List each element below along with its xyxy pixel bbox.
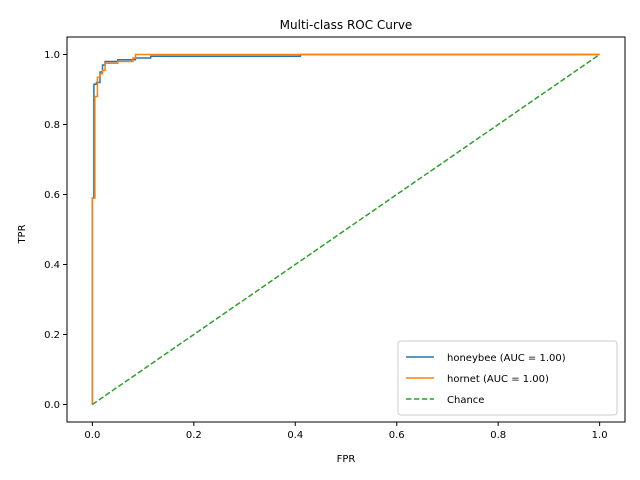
y-tick-label: 0.6	[44, 190, 60, 201]
x-tick-label: 0.4	[287, 430, 303, 441]
legend: honeybee (AUC = 1.00) hornet (AUC = 1.00)…	[397, 340, 618, 416]
x-tick-label: 0.6	[389, 430, 405, 441]
x-tick-label: 1.0	[592, 430, 608, 441]
y-tick-label: 0.8	[44, 120, 60, 131]
plot-lines	[91, 53, 601, 406]
x-tick-label: 0.8	[490, 430, 506, 441]
y-tick-label: 1.0	[44, 50, 60, 61]
legend-entry: Chance	[447, 395, 484, 406]
y-axis-label: TPR	[17, 224, 28, 244]
y-tick-label: 0.4	[44, 260, 60, 271]
y-axis-ticks: 0.0 0.2 0.4 0.6 0.8 1.0	[44, 50, 67, 411]
legend-box	[397, 340, 618, 416]
x-axis-ticks: 0.0 0.2 0.4 0.6 0.8 1.0	[84, 422, 608, 441]
series-line-3	[91, 53, 601, 406]
legend-entry: honeybee (AUC = 1.00)	[447, 353, 566, 364]
chart-title: Multi-class ROC Curve	[280, 18, 413, 32]
x-tick-label: 0.2	[186, 430, 202, 441]
y-tick-label: 0.0	[44, 400, 60, 411]
plot-frame	[66, 36, 626, 423]
legend-entry: hornet (AUC = 1.00)	[447, 374, 549, 385]
x-axis-label: FPR	[337, 454, 356, 465]
x-tick-label: 0.0	[84, 430, 100, 441]
series-line-2	[91, 53, 600, 405]
y-tick-label: 0.2	[44, 330, 60, 341]
